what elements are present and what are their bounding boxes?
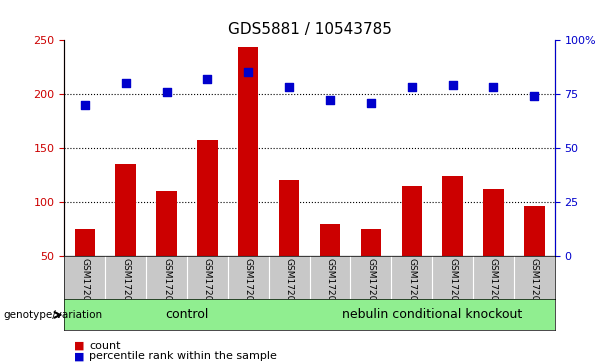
Point xyxy=(243,69,253,75)
Text: ■: ■ xyxy=(74,340,84,351)
Bar xyxy=(115,164,136,256)
Point xyxy=(284,85,294,90)
Text: ■: ■ xyxy=(74,351,84,362)
Bar xyxy=(360,229,381,256)
Text: GSM1720854: GSM1720854 xyxy=(448,258,457,319)
Bar xyxy=(64,299,310,330)
Bar xyxy=(483,189,504,256)
Text: percentile rank within the sample: percentile rank within the sample xyxy=(89,351,276,362)
Point xyxy=(80,102,89,107)
Text: GSM1720847: GSM1720847 xyxy=(162,258,171,319)
Text: GSM1720849: GSM1720849 xyxy=(244,258,253,319)
Point xyxy=(325,98,335,103)
Point xyxy=(489,85,498,90)
Point xyxy=(121,80,131,86)
Text: nebulin conditional knockout: nebulin conditional knockout xyxy=(342,309,522,321)
Text: GSM1720846: GSM1720846 xyxy=(121,258,130,319)
Text: GSM1720848: GSM1720848 xyxy=(203,258,212,319)
Text: GSM1720852: GSM1720852 xyxy=(367,258,375,319)
Text: GSM1720845: GSM1720845 xyxy=(80,258,89,319)
Text: GSM1720850: GSM1720850 xyxy=(284,258,294,319)
Point xyxy=(202,76,212,82)
Text: control: control xyxy=(166,309,208,321)
Bar xyxy=(156,191,177,256)
Bar xyxy=(443,176,463,256)
Bar xyxy=(197,140,218,256)
Text: GSM1720851: GSM1720851 xyxy=(326,258,335,319)
Bar xyxy=(320,224,340,256)
Bar xyxy=(238,48,259,256)
Title: GDS5881 / 10543785: GDS5881 / 10543785 xyxy=(227,23,392,37)
Point xyxy=(366,100,376,106)
Bar xyxy=(75,229,95,256)
Bar xyxy=(279,180,299,256)
Point xyxy=(407,85,417,90)
Text: GSM1720855: GSM1720855 xyxy=(489,258,498,319)
Text: GSM1720856: GSM1720856 xyxy=(530,258,539,319)
Point xyxy=(447,82,457,88)
Text: count: count xyxy=(89,340,120,351)
Point xyxy=(162,89,172,95)
Point xyxy=(530,93,539,99)
Bar xyxy=(402,186,422,256)
Text: genotype/variation: genotype/variation xyxy=(3,310,102,320)
Bar xyxy=(524,206,544,256)
Text: GSM1720853: GSM1720853 xyxy=(407,258,416,319)
Bar xyxy=(310,299,555,330)
